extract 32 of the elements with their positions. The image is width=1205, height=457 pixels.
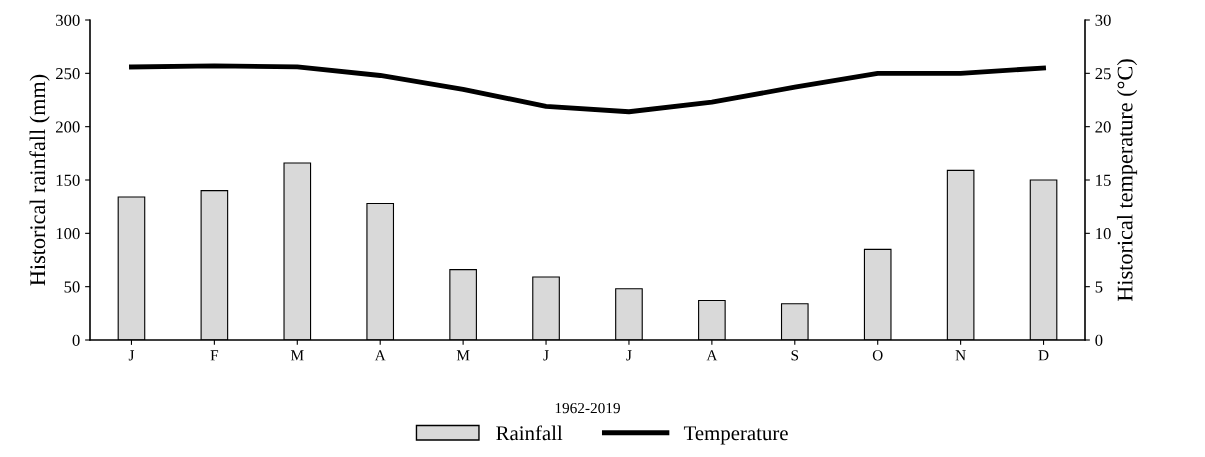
y-axis-title: Historical rainfall (mm) (29, 74, 50, 286)
x-tick-label: J (128, 350, 135, 361)
y-tick-label: 250 (56, 68, 80, 80)
x-tick-label: M (290, 350, 304, 361)
x-tick-label: A (706, 350, 718, 361)
x-axis-title: 1962-2019 (555, 402, 620, 414)
y2-tick-label: 0 (1095, 334, 1103, 346)
y2-tick-label: 20 (1095, 121, 1111, 133)
y-tick-label: 300 (56, 14, 80, 26)
x-tick-label: J (626, 350, 632, 361)
y-tick-label: 50 (64, 281, 80, 293)
y2-tick-label: 5 (1095, 281, 1103, 293)
y-tick-label: 150 (56, 174, 80, 186)
y2-tick-label: 15 (1096, 174, 1111, 186)
x-tick-label: O (872, 350, 883, 361)
y2-tick-label: 10 (1096, 228, 1111, 240)
y-tick-label: 0 (72, 334, 80, 346)
legend-label: Rainfall (496, 425, 563, 441)
x-tick-label: M (456, 350, 470, 361)
x-tick-label: F (210, 350, 219, 361)
x-tick-label: S (791, 350, 799, 361)
y2-tick-label: 25 (1095, 68, 1111, 80)
x-tick-label: J (543, 350, 549, 361)
y-tick-label: 100 (56, 228, 80, 240)
x-tick-label: A (374, 350, 386, 361)
line-series (129, 63, 1046, 115)
y2-axis-title: Historical temperature (°C) (1116, 59, 1138, 302)
y2-tick-label: 30 (1095, 14, 1111, 26)
x-tick-label: N (955, 350, 966, 361)
x-tick-label: D (1038, 350, 1049, 361)
y-tick-label: 200 (56, 121, 80, 133)
legend-label: Temperature (683, 426, 788, 445)
